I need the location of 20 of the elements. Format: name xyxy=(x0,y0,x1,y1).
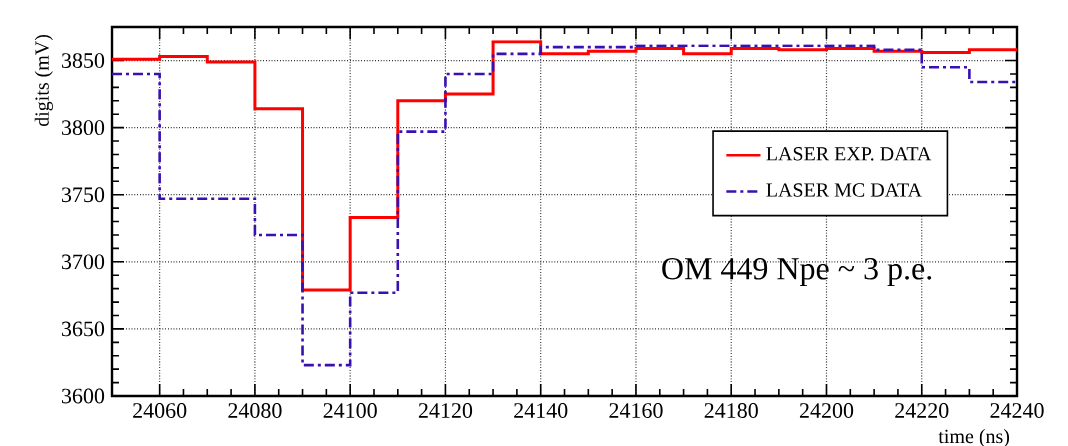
y-tick-label: 3600 xyxy=(62,388,105,404)
y-tick-label: 3650 xyxy=(62,321,105,337)
x-tick-label: 24060 xyxy=(133,403,187,418)
y-tick-label: 3700 xyxy=(62,254,105,270)
x-tick-label: 24200 xyxy=(799,403,854,418)
x-tick-label: 24240 xyxy=(990,403,1044,418)
y-tick-label: 3850 xyxy=(62,53,105,68)
x-tick-label: 24120 xyxy=(418,403,473,418)
y-tick-label: 3750 xyxy=(62,187,105,203)
x-tick-label: 24140 xyxy=(514,403,568,418)
legend-label: LASER MC DATA xyxy=(766,183,922,197)
x-tick-label: 24100 xyxy=(323,403,377,418)
legend-label: LASER EXP. DATA xyxy=(766,147,932,161)
x-tick-label: 24180 xyxy=(704,403,758,418)
x-tick-label: 24160 xyxy=(609,403,663,418)
x-tick-label: 24220 xyxy=(895,403,949,418)
x-tick-label: 24080 xyxy=(228,403,282,418)
annotation: OM 449 Npe ~ 3 p.e. xyxy=(662,258,932,287)
y-tick-label: 3800 xyxy=(62,120,105,136)
y-axis-title: digits (mV) xyxy=(34,34,53,127)
